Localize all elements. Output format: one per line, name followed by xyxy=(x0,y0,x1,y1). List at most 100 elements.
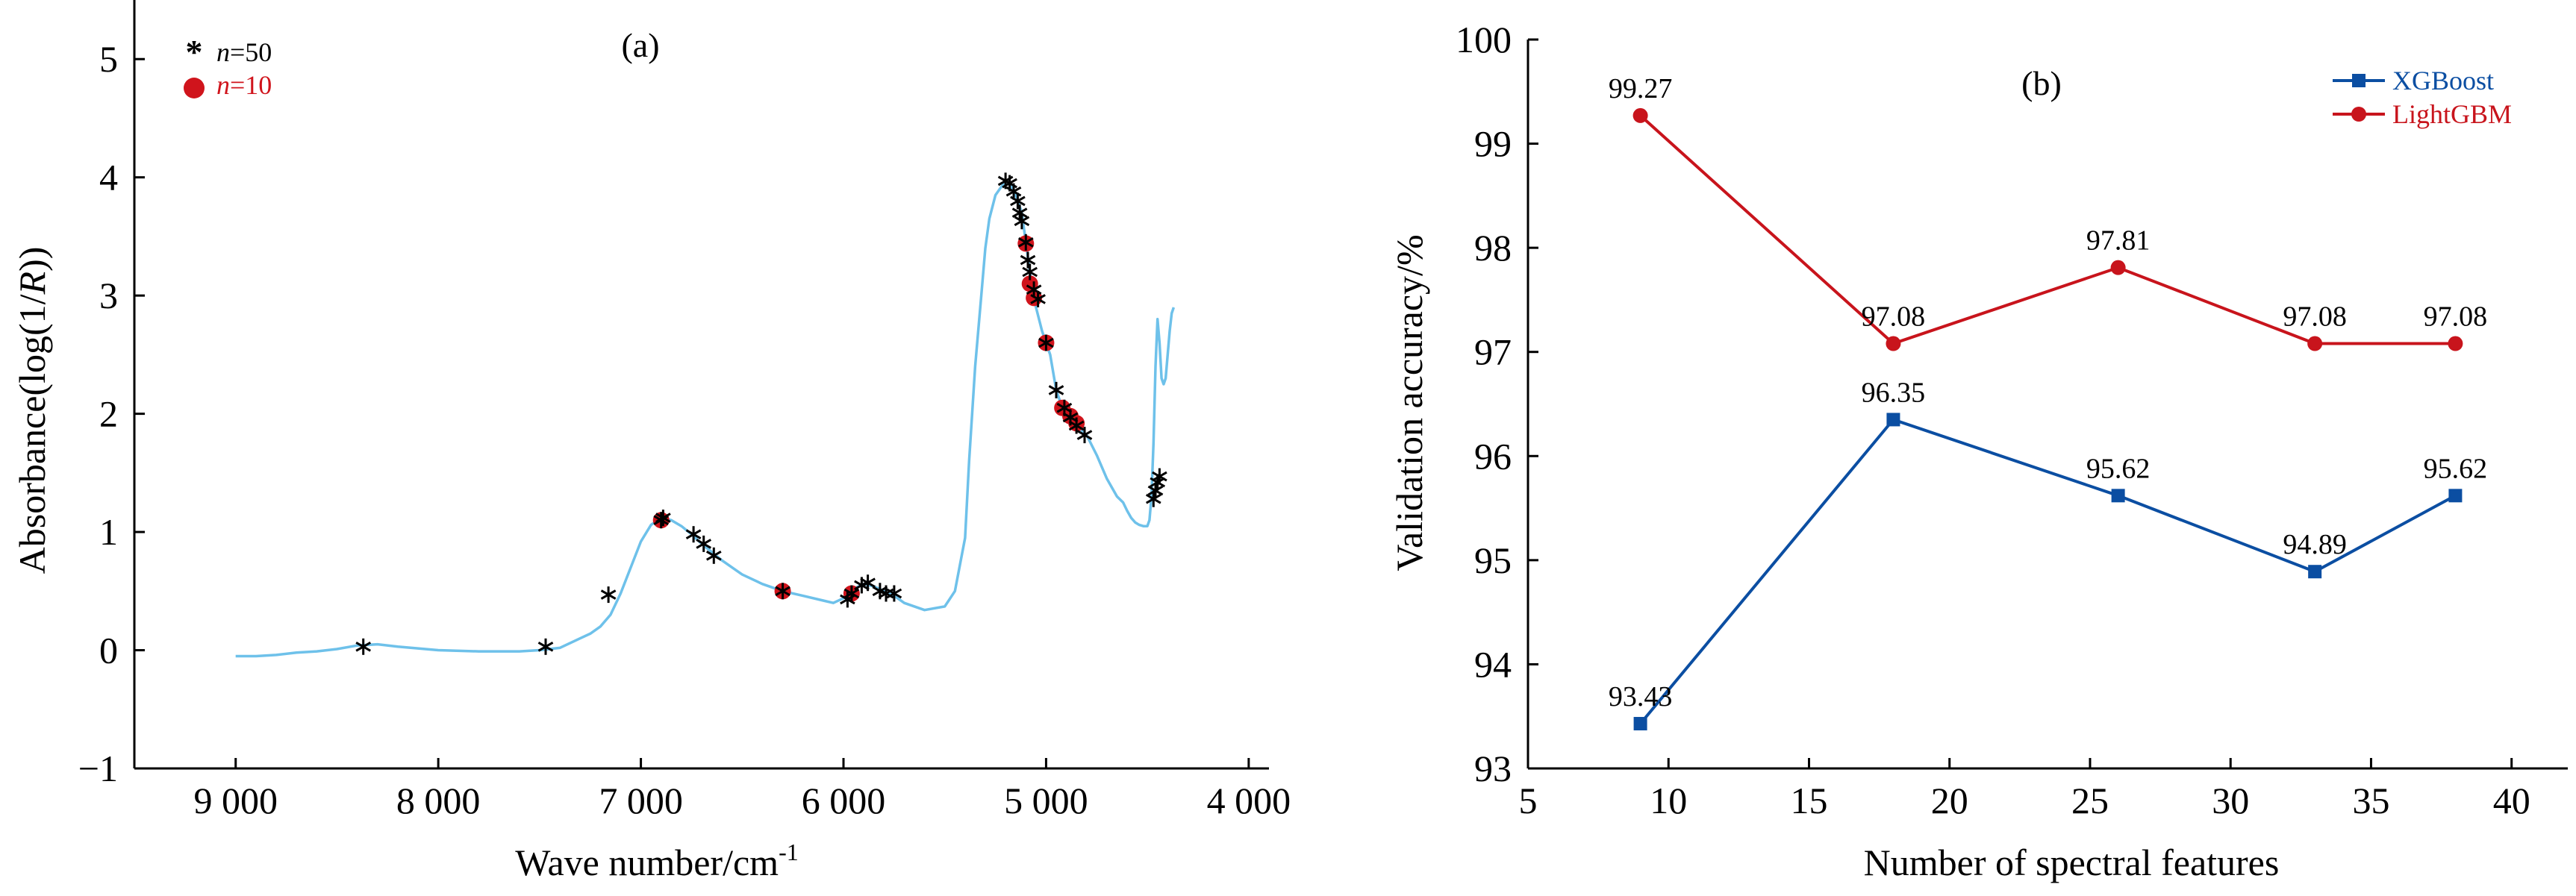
data-label-xgboost: 96.35 xyxy=(1862,377,1926,408)
star-stroke xyxy=(1150,477,1166,488)
selected-point-n50 xyxy=(537,638,554,655)
selected-point-n50 xyxy=(775,583,790,600)
star-stroke xyxy=(1022,266,1038,278)
legend-n50-text: =50 xyxy=(230,37,272,67)
panel-label-b: (b) xyxy=(2021,64,2062,102)
star-stroke xyxy=(1147,485,1164,496)
star-stroke xyxy=(886,588,902,599)
star-stroke xyxy=(775,586,790,597)
data-point-lightgbm xyxy=(2110,260,2126,275)
legend-star-marker: * xyxy=(186,33,203,71)
star-stroke xyxy=(1020,254,1036,266)
star-stroke xyxy=(1030,294,1046,304)
selected-point-n50 xyxy=(1048,381,1064,398)
star-stroke xyxy=(1005,186,1022,197)
x-tick-label-a: 5 000 xyxy=(1004,780,1088,821)
x-tick-label-a: 4 000 xyxy=(1207,780,1291,821)
selected-point-n50 xyxy=(1020,251,1036,269)
x-tick-label-b: 30 xyxy=(2212,780,2249,821)
selected-point-n50 xyxy=(1010,192,1026,210)
selected-point-n50 xyxy=(655,510,671,527)
selected-point-n50 xyxy=(685,526,702,543)
y-tick-label-a: 5 xyxy=(99,38,118,80)
data-label-xgboost: 95.62 xyxy=(2086,453,2151,484)
star-stroke xyxy=(1026,284,1042,295)
data-label-lightgbm: 97.08 xyxy=(2283,301,2347,333)
legend-n10-text: =10 xyxy=(230,70,272,100)
x-tick-label-b: 15 xyxy=(1790,780,1827,821)
x-axis-label-text: Wave number/cm xyxy=(515,842,779,883)
legend-n50-italic: n xyxy=(216,37,230,67)
star-stroke xyxy=(685,529,702,540)
star-stroke xyxy=(1011,207,1028,219)
selected-point-n50 xyxy=(1022,263,1038,281)
y-tick-label-a: 3 xyxy=(99,275,118,316)
y-tick-label-b: 99 xyxy=(1474,123,1512,165)
selected-point-n50 xyxy=(1014,213,1030,230)
data-label-lightgbm: 97.81 xyxy=(2086,225,2151,257)
selected-point-n50 xyxy=(1076,427,1093,444)
star-stroke xyxy=(705,550,722,561)
star-stroke xyxy=(1038,337,1054,348)
star-stroke xyxy=(860,577,876,589)
selected-point-n50 xyxy=(886,585,902,602)
y-tick-label-a: 4 xyxy=(99,157,118,198)
star-stroke xyxy=(655,513,671,523)
y-tick-label-b: 93 xyxy=(1474,748,1512,789)
data-label-xgboost: 95.62 xyxy=(2424,453,2488,484)
selected-point-n50 xyxy=(355,638,372,655)
star-stroke xyxy=(1076,430,1093,440)
data-point-xgboost xyxy=(2448,489,2463,503)
y-tick-label-b: 100 xyxy=(1456,19,1512,60)
y-tick-label-b: 94 xyxy=(1474,643,1512,685)
x-axis-label-b: Number of spectral features xyxy=(1864,842,2280,883)
star-stroke xyxy=(1056,402,1073,413)
x-tick-label-b: 35 xyxy=(2352,780,2389,821)
star-stroke xyxy=(1062,412,1079,423)
data-label-xgboost: 93.43 xyxy=(1609,681,1673,712)
selected-point-n50 xyxy=(1038,334,1054,351)
star-stroke xyxy=(1068,420,1085,431)
selected-point-n50 xyxy=(1147,482,1164,499)
data-label-lightgbm: 97.08 xyxy=(2424,301,2488,333)
data-point-xgboost xyxy=(2308,565,2322,579)
x-tick-label-a: 7 000 xyxy=(599,780,683,821)
x-tick-label-a: 9 000 xyxy=(193,780,278,821)
x-tick-label-a: 8 000 xyxy=(396,780,481,821)
selected-point-n50 xyxy=(1017,234,1034,251)
selected-point-n50 xyxy=(696,535,712,552)
y-axis-label-prefix: Absorbance(log(1/ xyxy=(11,294,53,574)
series-line-xgboost xyxy=(1639,418,2457,725)
x-tick-label-b: 25 xyxy=(2071,780,2109,821)
legend-a: * n=50 n=10 xyxy=(184,33,272,100)
legend-lightgbm-label: LightGBM xyxy=(2392,99,2512,129)
star-stroke xyxy=(696,539,712,549)
x-axis-label-a: Wave number/cm-1 xyxy=(515,839,798,883)
star-stroke xyxy=(537,641,554,652)
star-stroke xyxy=(843,588,860,599)
data-point-lightgbm xyxy=(2307,336,2323,351)
x-tick-label-b: 5 xyxy=(1519,780,1538,821)
star-stroke xyxy=(1017,236,1034,248)
x-tick-label-b: 20 xyxy=(1931,780,1968,821)
legend-n50-label: n=50 xyxy=(216,37,272,67)
data-point-xgboost xyxy=(1886,413,1900,427)
data-label-lightgbm: 97.08 xyxy=(1862,301,1926,333)
selected-point-n50 xyxy=(1145,490,1161,507)
star-stroke xyxy=(1152,471,1167,482)
selected-point-n50 xyxy=(1068,417,1085,434)
accuracy-panel: (b) Validation accuracy/% Number of spec… xyxy=(1388,19,2568,883)
legend-b: XGBoost LightGBM xyxy=(2333,66,2512,129)
selected-point-n50 xyxy=(843,585,860,602)
y-tick-label-a: 0 xyxy=(99,630,118,671)
star-stroke xyxy=(1002,178,1017,189)
spectrum-panel: (a) Absorbance(log(1/R)) Wave number/cm-… xyxy=(11,0,1291,883)
selected-point-n50 xyxy=(1152,468,1167,485)
selected-point-n50 xyxy=(1030,290,1046,307)
data-label-lightgbm: 99.27 xyxy=(1609,73,1673,104)
x-axis-label-superscript: -1 xyxy=(779,839,799,865)
data-point-lightgbm xyxy=(2448,336,2463,351)
legend-n10-label: n=10 xyxy=(216,70,272,100)
star-stroke xyxy=(1010,195,1026,207)
panel-label-a: (a) xyxy=(621,26,659,64)
